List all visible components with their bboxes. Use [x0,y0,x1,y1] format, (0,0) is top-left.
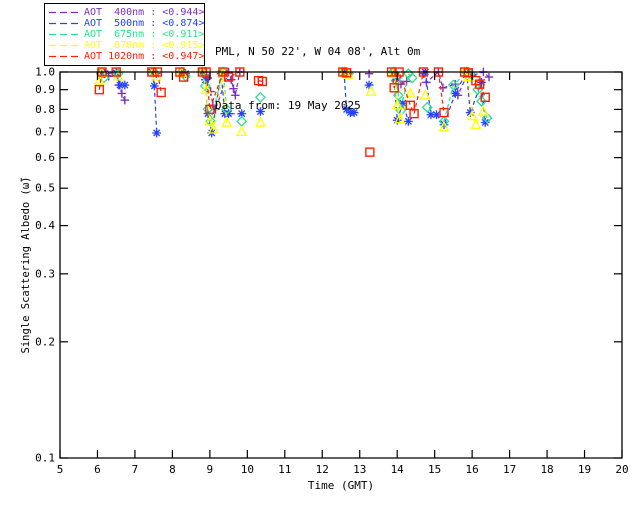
svg-text:0.2: 0.2 [35,335,55,348]
svg-text:0.4: 0.4 [35,219,55,232]
svg-text:13: 13 [353,463,366,476]
data-date-text: Data from: 19 May 2025 [215,99,361,112]
legend-label: AOT 500nm : <0.874> [84,18,205,29]
y-axis-title: Single Scattering Albedo (ω̃) [20,176,32,353]
plot-header: PML, N 50 22', W 04 08', Alt 0m Data fro… [215,7,420,151]
dashed-line-sample [49,33,79,36]
legend-label: AOT 1020nm : <0.947> [84,51,205,62]
svg-text:6: 6 [94,463,101,476]
legend-label: AOT 675nm : <0.911> [84,29,205,40]
legend-item-500nm: AOT 500nm : <0.874> [49,18,204,29]
legend-item-1020nm: AOT 1020nm : <0.947> [49,51,204,62]
dashed-line-sample [49,11,79,14]
legend-label: AOT 400nm : <0.944> [84,7,205,18]
svg-text:9: 9 [207,463,214,476]
svg-text:1.0: 1.0 [35,66,55,79]
svg-text:8: 8 [169,463,176,476]
dashed-line-sample [49,55,79,58]
svg-text:12: 12 [316,463,329,476]
legend: AOT 400nm : <0.944> AOT 500nm : <0.874> … [44,3,205,66]
legend-item-400nm: AOT 400nm : <0.944> [49,7,204,18]
svg-text:20: 20 [615,463,628,476]
x-axis-title: Time (GMT) [308,479,374,492]
legend-label: AOT 870nm : <0.915> [84,40,205,51]
svg-text:0.5: 0.5 [35,182,55,195]
svg-text:0.1: 0.1 [35,452,55,465]
legend-item-675nm: AOT 675nm : <0.911> [49,29,204,40]
svg-text:10: 10 [241,463,254,476]
svg-text:7: 7 [132,463,139,476]
svg-text:15: 15 [428,463,441,476]
svg-text:0.8: 0.8 [35,103,55,116]
svg-text:17: 17 [503,463,516,476]
svg-text:5: 5 [57,463,64,476]
svg-text:19: 19 [578,463,591,476]
svg-text:18: 18 [540,463,553,476]
legend-item-870nm: AOT 870nm : <0.915> [49,40,204,51]
svg-text:11: 11 [278,463,291,476]
dashed-line-sample [49,22,79,25]
svg-text:0.7: 0.7 [35,125,55,138]
dashed-line-sample [49,44,79,47]
svg-text:14: 14 [391,463,405,476]
svg-text:0.3: 0.3 [35,267,55,280]
svg-text:0.6: 0.6 [35,151,55,164]
site-location-text: PML, N 50 22', W 04 08', Alt 0m [215,45,421,58]
svg-text:0.9: 0.9 [35,83,55,96]
svg-text:16: 16 [466,463,479,476]
